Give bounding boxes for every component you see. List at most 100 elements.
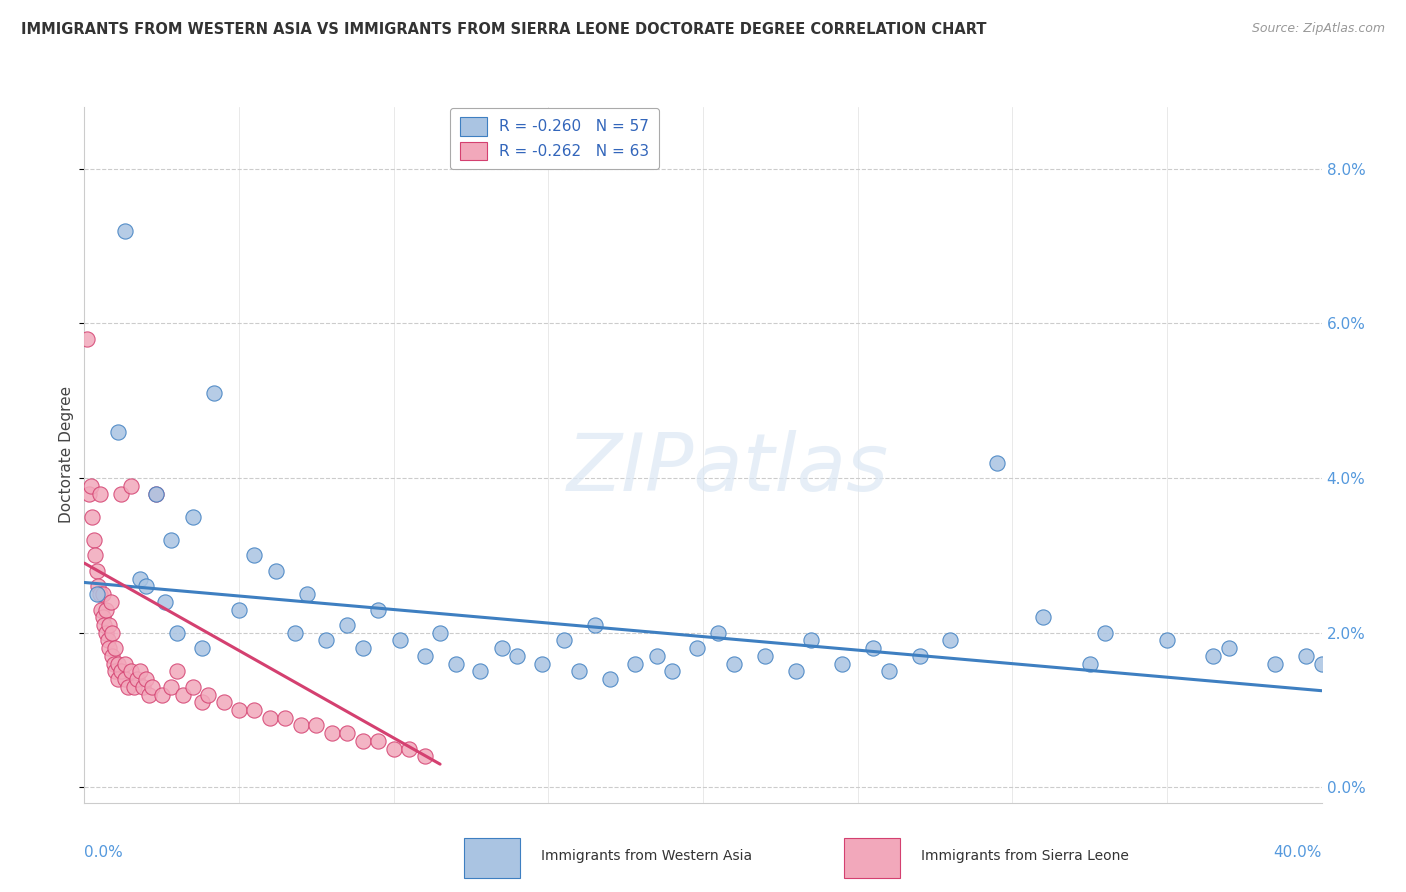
Text: Source: ZipAtlas.com: Source: ZipAtlas.com bbox=[1251, 22, 1385, 36]
Point bbox=[228, 703, 250, 717]
Point bbox=[117, 680, 139, 694]
Point bbox=[135, 672, 157, 686]
Point bbox=[228, 602, 250, 616]
Point bbox=[77, 486, 100, 500]
Point bbox=[125, 672, 148, 686]
Point bbox=[413, 648, 436, 663]
Point bbox=[785, 665, 807, 679]
Point bbox=[908, 648, 931, 663]
Point bbox=[104, 665, 127, 679]
Point bbox=[1264, 657, 1286, 671]
Point bbox=[707, 625, 730, 640]
Text: ZIPatlas: ZIPatlas bbox=[567, 430, 889, 508]
FancyBboxPatch shape bbox=[844, 838, 900, 878]
Point bbox=[93, 618, 115, 632]
Point bbox=[661, 665, 683, 679]
Point bbox=[138, 688, 160, 702]
Point bbox=[986, 456, 1008, 470]
Point bbox=[129, 665, 152, 679]
Point bbox=[141, 680, 163, 694]
Point bbox=[202, 386, 225, 401]
Point bbox=[89, 486, 111, 500]
Point bbox=[382, 741, 405, 756]
Text: 40.0%: 40.0% bbox=[1274, 846, 1322, 860]
Point bbox=[86, 587, 108, 601]
Point bbox=[107, 425, 129, 439]
Point bbox=[181, 680, 204, 694]
Point bbox=[153, 595, 176, 609]
Point bbox=[1218, 641, 1240, 656]
Point bbox=[645, 648, 668, 663]
Point bbox=[1032, 610, 1054, 624]
Point bbox=[398, 741, 420, 756]
Point bbox=[166, 665, 188, 679]
Point bbox=[91, 587, 114, 601]
Point bbox=[1295, 648, 1317, 663]
FancyBboxPatch shape bbox=[464, 838, 520, 878]
Point bbox=[110, 665, 132, 679]
Point bbox=[624, 657, 647, 671]
Point bbox=[274, 711, 297, 725]
Text: IMMIGRANTS FROM WESTERN ASIA VS IMMIGRANTS FROM SIERRA LEONE DOCTORATE DEGREE CO: IMMIGRANTS FROM WESTERN ASIA VS IMMIGRAN… bbox=[21, 22, 987, 37]
Point bbox=[107, 657, 129, 671]
Point bbox=[686, 641, 709, 656]
Point bbox=[145, 486, 167, 500]
Point bbox=[264, 564, 287, 578]
Point bbox=[83, 533, 105, 547]
Point bbox=[568, 665, 591, 679]
Point bbox=[114, 224, 136, 238]
Point bbox=[122, 680, 145, 694]
Point bbox=[90, 602, 112, 616]
Point bbox=[120, 479, 142, 493]
Point bbox=[76, 332, 98, 346]
Point bbox=[506, 648, 529, 663]
Point bbox=[1310, 657, 1333, 671]
Point bbox=[1078, 657, 1101, 671]
Point bbox=[82, 509, 104, 524]
Y-axis label: Doctorate Degree: Doctorate Degree bbox=[59, 386, 73, 524]
Point bbox=[166, 625, 188, 640]
Point bbox=[129, 572, 152, 586]
Point bbox=[110, 486, 132, 500]
Point bbox=[120, 665, 142, 679]
Point bbox=[135, 579, 157, 593]
Point bbox=[531, 657, 554, 671]
Point bbox=[305, 718, 328, 732]
Point bbox=[367, 734, 389, 748]
Point bbox=[388, 633, 411, 648]
Point bbox=[91, 610, 114, 624]
Text: 0.0%: 0.0% bbox=[84, 846, 124, 860]
Point bbox=[754, 648, 776, 663]
Point bbox=[336, 726, 359, 740]
Point bbox=[160, 680, 183, 694]
Point bbox=[243, 703, 266, 717]
Point bbox=[877, 665, 900, 679]
Point bbox=[107, 672, 129, 686]
Point bbox=[831, 657, 853, 671]
Point bbox=[413, 749, 436, 764]
Point bbox=[103, 657, 125, 671]
Point bbox=[101, 625, 124, 640]
Point bbox=[939, 633, 962, 648]
Point bbox=[243, 549, 266, 563]
Point bbox=[150, 688, 173, 702]
Point bbox=[1094, 625, 1116, 640]
Point bbox=[1156, 633, 1178, 648]
Point bbox=[100, 595, 122, 609]
Point bbox=[86, 564, 108, 578]
Point bbox=[160, 533, 183, 547]
Point bbox=[114, 672, 136, 686]
Point bbox=[94, 602, 117, 616]
Point bbox=[583, 618, 606, 632]
Point bbox=[97, 633, 120, 648]
Point bbox=[181, 509, 204, 524]
Point bbox=[212, 695, 235, 709]
Point bbox=[284, 625, 307, 640]
Point bbox=[98, 641, 121, 656]
Point bbox=[367, 602, 389, 616]
Point bbox=[104, 641, 127, 656]
Point bbox=[862, 641, 884, 656]
Point bbox=[145, 486, 167, 500]
Point bbox=[94, 625, 117, 640]
Point bbox=[429, 625, 451, 640]
